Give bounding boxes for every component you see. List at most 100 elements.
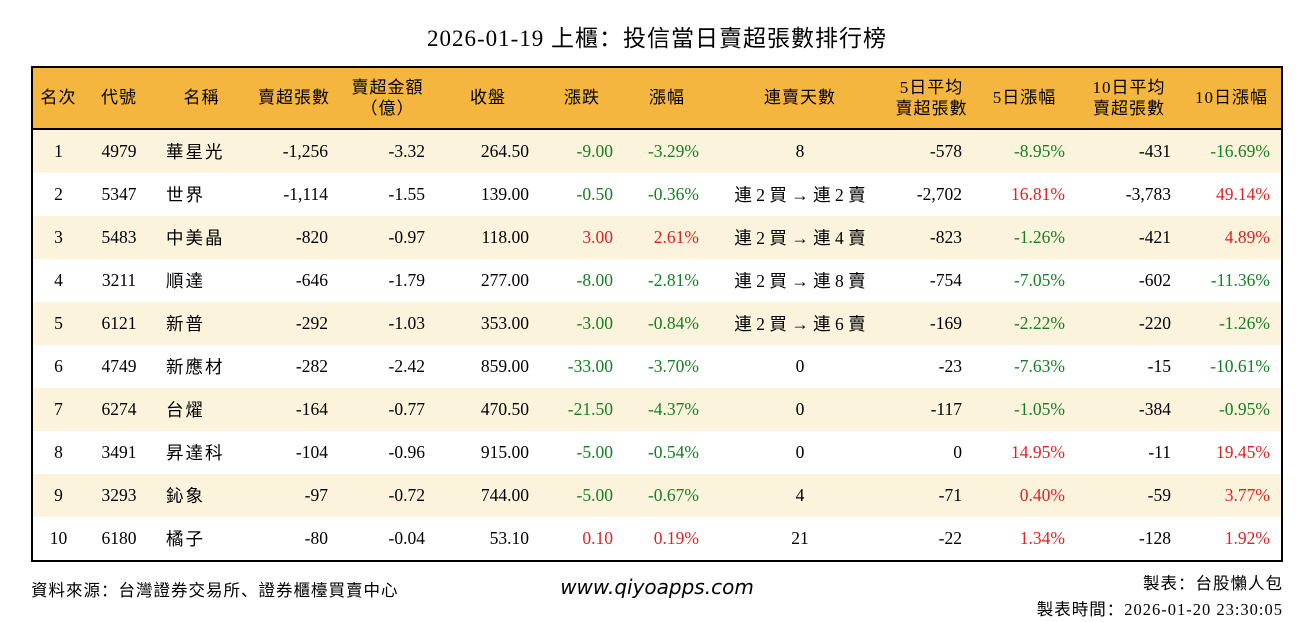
cell-avg10_sell: -431: [1138, 141, 1171, 161]
cell-chg10: -1.26%: [1218, 313, 1270, 333]
cell-chg5: -7.63%: [1013, 356, 1065, 376]
cell-sell_amount: -1.79: [388, 270, 425, 290]
cell-streak: 0: [795, 356, 805, 376]
cell-sell_volume: -104: [295, 442, 328, 462]
cell-avg5_sell: -2,702: [916, 184, 962, 204]
cell-sell_volume: -1,114: [283, 184, 328, 204]
cell-change_pct: 0.19%: [653, 528, 699, 548]
cell-avg5_sell: -169: [929, 313, 962, 333]
cell-rank: 7: [54, 399, 63, 419]
cell-chg5: 16.81%: [1011, 184, 1065, 204]
table-row: 2 5347 世界 -1,114 -1.55 139.00 -0.50 -0.36% 連 2 買…: [32, 173, 1282, 216]
cell-sell_volume: -292: [295, 313, 328, 333]
cell-avg10_sell: -602: [1138, 270, 1171, 290]
table-row: 9 3293 鈊象 -97 -0.72 744.00 -5.00 -0.67% 4 -71 0.40…: [32, 474, 1282, 517]
cell-avg10_sell: -15: [1147, 356, 1171, 376]
cell-chg10: 4.89%: [1224, 227, 1270, 247]
cell-streak: 21: [791, 528, 809, 548]
cell-avg10_sell: -421: [1138, 227, 1171, 247]
ranking-table: 名次 代號 名稱 賣超張數 賣超金額 （億） 收盤 漲跌 漲幅 連賣天數 5日平均 賣超張數 5日漲…: [31, 66, 1283, 562]
cell-avg5_sell: -823: [929, 227, 962, 247]
cell-close: 915.00: [480, 442, 529, 462]
cell-name: 中美晶: [166, 228, 225, 248]
cell-rank: 8: [54, 442, 63, 462]
cell-name: 世界: [166, 185, 205, 205]
cell-rank: 9: [54, 485, 63, 505]
cell-code: 3491: [101, 442, 137, 462]
cell-streak: 4: [795, 485, 805, 505]
cell-chg10: -16.69%: [1210, 141, 1270, 161]
cell-streak: 0: [795, 442, 805, 462]
table-row: 4 3211 順達 -646 -1.79 277.00 -8.00 -2.81% 連 2 買 →…: [32, 259, 1282, 302]
footer: 資料來源：台灣證券交易所、證券櫃檯買賣中心 www.qiyoapps.com 製…: [0, 562, 1314, 622]
cell-change_pct: -0.36%: [647, 184, 699, 204]
cell-code: 3293: [101, 485, 137, 505]
cell-avg10_sell: -128: [1138, 528, 1171, 548]
cell-code: 3211: [101, 270, 137, 290]
cell-chg5: -8.95%: [1013, 141, 1065, 161]
cell-avg5_sell: -23: [938, 356, 962, 376]
cell-code: 6121: [101, 313, 137, 333]
cell-chg5: 14.95%: [1011, 442, 1065, 462]
cell-avg10_sell: -3,783: [1125, 184, 1171, 204]
cell-change: -33.00: [567, 356, 613, 376]
table-row: 3 5483 中美晶 -820 -0.97 118.00 3.00 2.61% 連 2 買 → …: [32, 216, 1282, 259]
cell-name: 新普: [166, 314, 205, 334]
cell-change: -5.00: [576, 442, 613, 462]
header-sell_amount: 賣超金額 （億）: [339, 67, 436, 130]
cell-rank: 4: [54, 270, 63, 290]
cell-avg5_sell: -578: [929, 141, 962, 161]
maker-credit: 製表：台股懶人包: [1143, 574, 1283, 593]
cell-chg10: 19.45%: [1216, 442, 1270, 462]
cell-sell_amount: -0.04: [388, 528, 425, 548]
table-body: 1 4979 華星光 -1,256 -3.32 264.50 -9.00 -3.29% 8 -57…: [32, 129, 1282, 561]
cell-streak: 連 2 買 → 連 6 賣: [734, 314, 866, 334]
cell-rank: 10: [49, 528, 68, 548]
cell-sell_volume: -646: [295, 270, 328, 290]
cell-change_pct: -2.81%: [647, 270, 699, 290]
header-rank: 名次: [32, 67, 84, 130]
header-change: 漲跌: [540, 67, 624, 130]
cell-sell_amount: -1.55: [388, 184, 425, 204]
cell-sell_volume: -282: [295, 356, 328, 376]
cell-rank: 2: [54, 184, 63, 204]
cell-chg5: -7.05%: [1013, 270, 1065, 290]
cell-streak: 連 2 買 → 連 8 賣: [734, 271, 866, 291]
cell-sell_amount: -0.72: [388, 485, 425, 505]
cell-avg10_sell: -384: [1138, 399, 1171, 419]
cell-avg5_sell: -117: [930, 399, 962, 419]
website-text: www.qiyoapps.com: [560, 575, 754, 599]
cell-rank: 5: [54, 313, 63, 333]
cell-chg5: -1.05%: [1013, 399, 1065, 419]
cell-name: 鈊象: [166, 486, 205, 506]
cell-change_pct: -4.37%: [647, 399, 699, 419]
cell-change: -9.00: [576, 141, 613, 161]
header-close: 收盤: [436, 67, 540, 130]
table-header: 名次 代號 名稱 賣超張數 賣超金額 （億） 收盤 漲跌 漲幅 連賣天數 5日平均 賣超張數 5日漲…: [32, 67, 1282, 130]
cell-streak: 8: [795, 141, 805, 161]
cell-close: 277.00: [480, 270, 529, 290]
table-row: 10 6180 橘子 -80 -0.04 53.10 0.10 0.19% 21 -22 1.34%…: [32, 517, 1282, 561]
cell-chg5: 0.40%: [1019, 485, 1065, 505]
cell-avg5_sell: 0: [953, 442, 962, 462]
cell-rank: 1: [54, 141, 63, 161]
made-timestamp: 製表時間：2026-01-20 23:30:05: [1036, 599, 1283, 619]
header-name: 名稱: [154, 67, 249, 130]
cell-chg10: 1.92%: [1224, 528, 1270, 548]
cell-change: -5.00: [576, 485, 613, 505]
cell-avg5_sell: -71: [938, 485, 962, 505]
cell-sell_amount: -0.96: [388, 442, 425, 462]
cell-change: -3.00: [576, 313, 613, 333]
cell-close: 53.10: [489, 528, 529, 548]
cell-chg10: -0.95%: [1218, 399, 1270, 419]
cell-chg10: 49.14%: [1216, 184, 1270, 204]
cell-streak: 0: [795, 399, 805, 419]
maker-block: 製表：台股懶人包 製表時間：2026-01-20 23:30:05: [754, 571, 1283, 622]
cell-rank: 3: [54, 227, 63, 247]
cell-close: 139.00: [480, 184, 529, 204]
cell-change: -8.00: [576, 270, 613, 290]
cell-close: 744.00: [480, 485, 529, 505]
cell-sell_volume: -820: [295, 227, 328, 247]
cell-change: 0.10: [582, 528, 613, 548]
